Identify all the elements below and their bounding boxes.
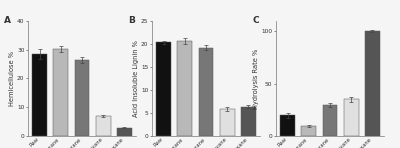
- Y-axis label: Hydrolysis Rate %: Hydrolysis Rate %: [253, 48, 259, 109]
- Bar: [178, 41, 192, 136]
- Bar: [302, 126, 316, 136]
- Bar: [156, 42, 171, 136]
- Text: B: B: [128, 16, 135, 25]
- Bar: [344, 99, 358, 136]
- Bar: [74, 60, 90, 136]
- Bar: [365, 31, 380, 136]
- Bar: [241, 107, 256, 136]
- Bar: [220, 109, 234, 136]
- Bar: [54, 49, 68, 136]
- Bar: [198, 48, 214, 136]
- Y-axis label: Hemicellulose %: Hemicellulose %: [9, 51, 15, 106]
- Bar: [117, 127, 132, 136]
- Y-axis label: Acid Insoluble Lignin %: Acid Insoluble Lignin %: [133, 40, 139, 117]
- Bar: [322, 105, 338, 136]
- Bar: [96, 116, 110, 136]
- Bar: [280, 115, 295, 136]
- Text: C: C: [252, 16, 259, 25]
- Bar: [32, 54, 47, 136]
- Text: A: A: [4, 16, 11, 25]
